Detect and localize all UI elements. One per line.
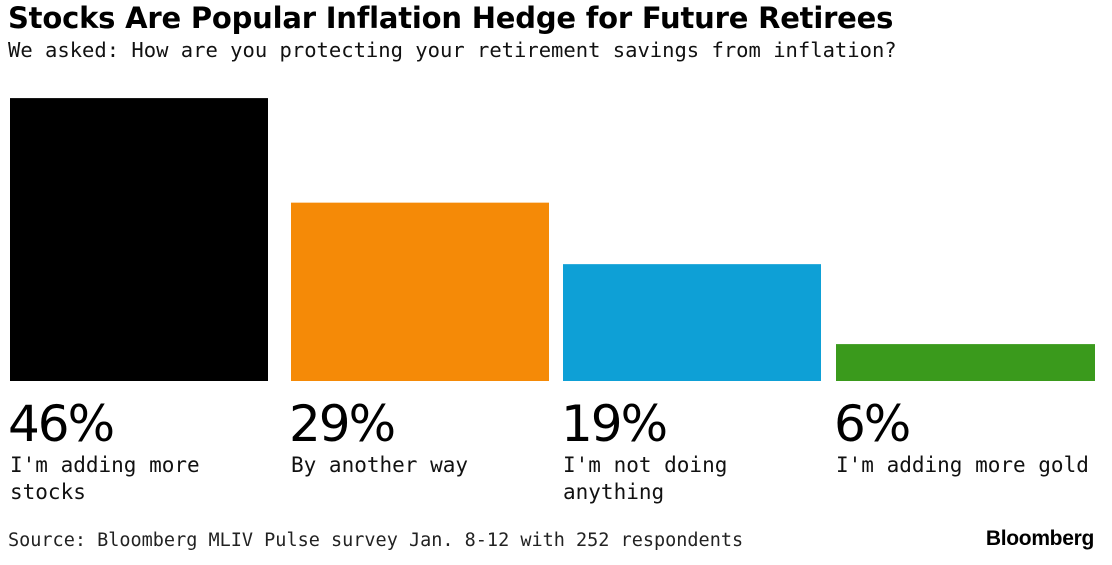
bar-value-label-3: 19%	[561, 395, 666, 453]
source-note: Source: Bloomberg MLIV Pulse survey Jan.…	[8, 530, 744, 551]
bar-category-label-2-line-1: By another way	[291, 453, 468, 477]
bar-3	[563, 264, 821, 381]
chart-subtitle: We asked: How are you protecting your re…	[8, 38, 897, 62]
bar-4	[836, 344, 1095, 381]
bar-value-label-2: 29%	[289, 395, 394, 453]
bar-1	[10, 98, 268, 381]
bar-2	[291, 202, 549, 381]
bar-category-label-4-line-1: I'm adding more gold	[836, 453, 1089, 477]
chart-title: Stocks Are Popular Inflation Hedge for F…	[8, 1, 894, 35]
bar-category-label-1-line-2: stocks	[10, 480, 86, 504]
bar-value-label-4: 6%	[834, 395, 909, 453]
bar-value-label-1: 46%	[8, 395, 113, 453]
bar-category-label-3-line-2: anything	[563, 480, 664, 504]
bar-category-label-3-line-1: I'm not doing	[563, 453, 727, 477]
bloomberg-logo: Bloomberg	[985, 527, 1094, 550]
bar-category-label-1-line-1: I'm adding more	[10, 453, 200, 477]
